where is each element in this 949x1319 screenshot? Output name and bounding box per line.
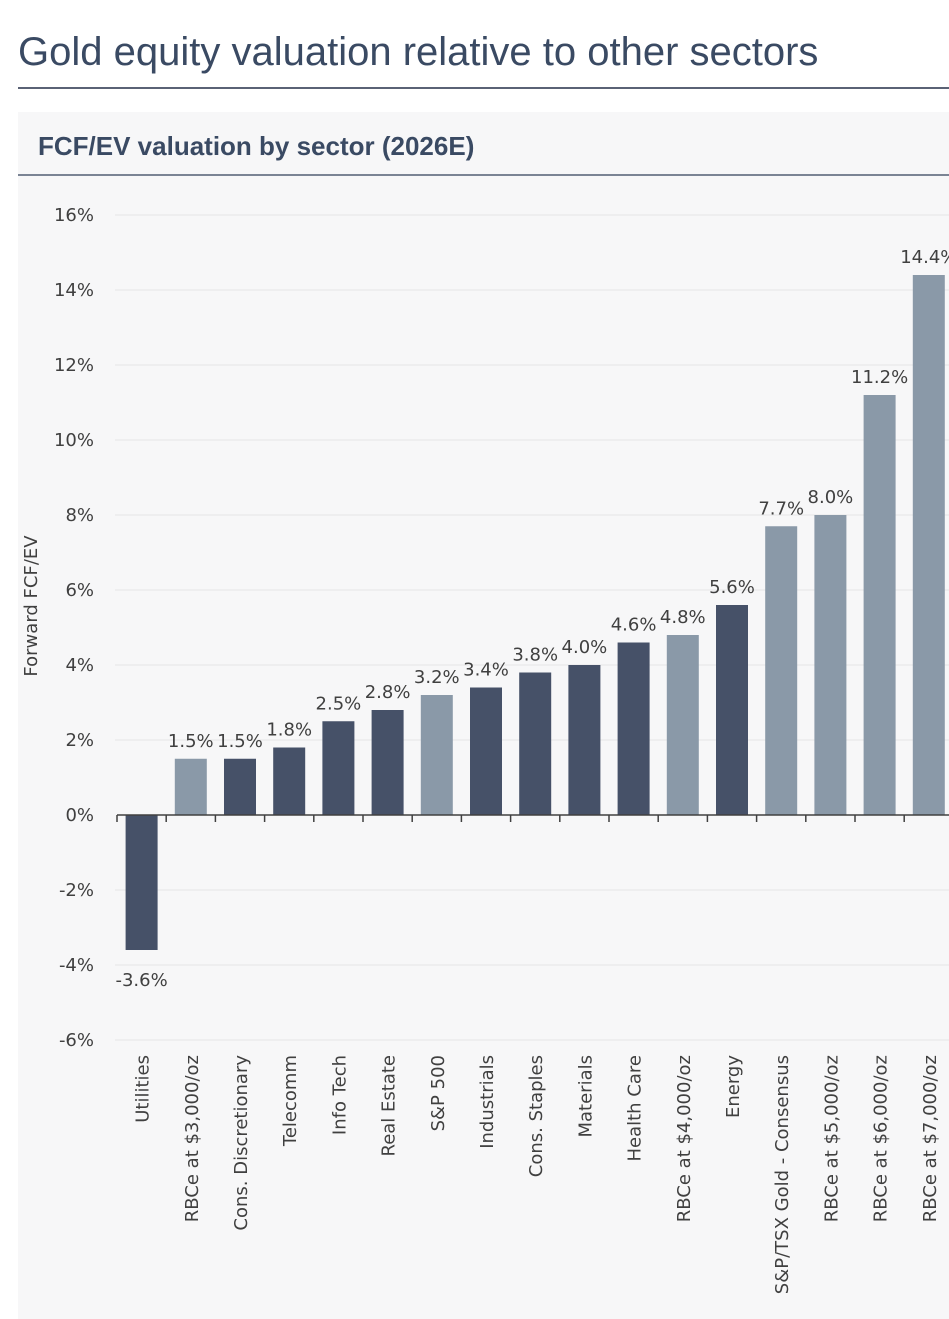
data-label: 3.8%	[512, 645, 558, 666]
category-label: Cons. Staples	[526, 1055, 547, 1177]
category-label: Industrials	[477, 1055, 498, 1149]
gridlines	[115, 214, 949, 1041]
y-tick-label: 6%	[65, 580, 94, 601]
y-tick-label: 16%	[54, 205, 94, 226]
category-label: Materials	[575, 1055, 596, 1138]
data-label: 5.6%	[709, 577, 755, 598]
data-label: 4.0%	[562, 637, 608, 658]
bar	[322, 721, 355, 815]
y-tick-label: 12%	[54, 355, 94, 376]
category-label: Energy	[723, 1055, 744, 1118]
bar	[420, 695, 453, 815]
y-axis-tick-labels: 16% 14% 12% 10% 8% 6% 4% 2% 0% -2% -4% -6%	[54, 205, 94, 1051]
page-title: Gold equity valuation relative to other …	[18, 30, 819, 74]
y-tick-label: 0%	[65, 805, 94, 826]
data-label: 3.4%	[463, 660, 509, 681]
category-label: RBCe at $7,000/oz	[920, 1055, 941, 1222]
bar	[765, 526, 798, 815]
bar	[519, 672, 552, 815]
y-tick-label: -4%	[59, 955, 94, 976]
data-label: 2.5%	[316, 693, 362, 714]
data-label: 4.8%	[660, 607, 706, 628]
category-label: RBCe at $3,000/oz	[182, 1055, 203, 1222]
bar	[371, 710, 404, 815]
data-label: 1.8%	[266, 720, 312, 741]
bar	[666, 635, 699, 815]
x-axis	[116, 814, 949, 822]
data-label: 8.0%	[808, 487, 854, 508]
data-label: 1.5%	[217, 731, 263, 752]
category-label: Utilities	[133, 1055, 154, 1123]
category-label: Health Care	[625, 1055, 646, 1162]
bar	[863, 395, 896, 815]
category-labels: Utilities RBCe at $3,000/oz Cons. Discreti…	[133, 1055, 941, 1295]
bar	[568, 665, 601, 815]
bar	[174, 758, 207, 815]
data-labels: -3.6%1.5% 1.5%1.8%2.5%2.8%3.2% 3.4%3.8% 4.0…	[115, 247, 949, 991]
y-tick-label: 10%	[54, 430, 94, 451]
bar	[224, 758, 256, 815]
data-label: 7.7%	[758, 498, 804, 519]
data-label: 3.2%	[414, 667, 460, 688]
y-tick-label: 4%	[65, 655, 94, 676]
bar	[814, 515, 847, 815]
bar	[617, 642, 650, 815]
bar	[716, 605, 748, 815]
category-label: RBCe at $4,000/oz	[674, 1055, 695, 1222]
chart-title: FCF/EV valuation by sector (2026E)	[38, 131, 475, 161]
y-tick-label: -2%	[59, 880, 94, 901]
y-axis-title: Forward FCF/EV	[21, 535, 42, 677]
y-tick-label: 2%	[65, 730, 94, 751]
category-label: RBCe at $6,000/oz	[871, 1055, 892, 1222]
chart-title-divider	[18, 174, 949, 176]
data-label: 4.6%	[611, 615, 657, 636]
data-label: 2.8%	[365, 682, 411, 703]
data-label: -3.6%	[115, 970, 167, 991]
category-label: Info Tech	[329, 1055, 350, 1135]
category-label: Real Estate	[379, 1055, 400, 1157]
category-label: S&P/TSX Gold - Consensus	[772, 1055, 793, 1294]
title-divider	[18, 87, 949, 89]
category-label: S&P 500	[428, 1055, 449, 1131]
data-label: 14.4%	[900, 247, 949, 268]
bar	[125, 815, 158, 950]
category-label: Telecomm	[280, 1055, 301, 1147]
bar	[273, 747, 306, 815]
y-tick-label: 8%	[65, 505, 94, 526]
y-tick-label: 14%	[54, 280, 94, 301]
y-tick-label: -6%	[59, 1030, 94, 1051]
category-label: Cons. Discretionary	[231, 1055, 252, 1231]
bars	[125, 275, 945, 950]
bar	[470, 687, 502, 815]
category-label: RBCe at $5,000/oz	[821, 1055, 842, 1222]
data-label: 11.2%	[851, 367, 908, 388]
bar	[912, 275, 945, 815]
data-label: 1.5%	[168, 731, 214, 752]
